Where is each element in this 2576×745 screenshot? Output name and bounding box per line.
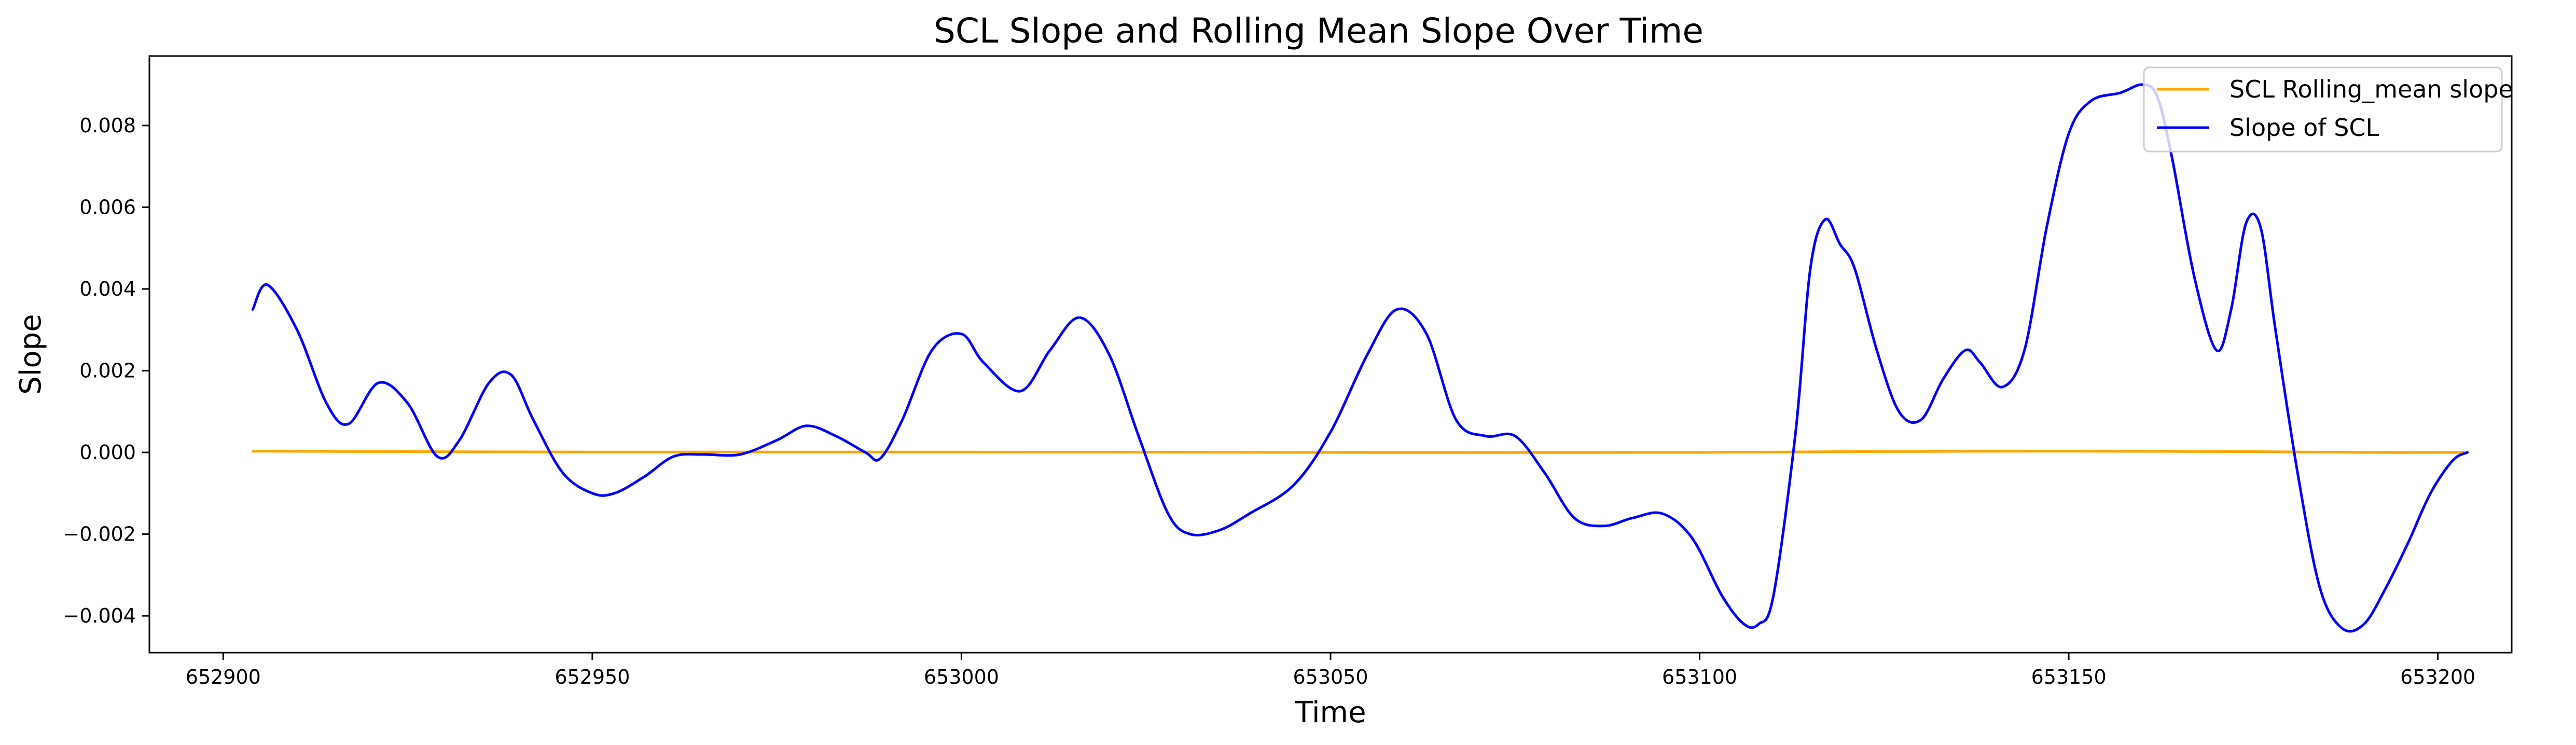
y-axis: −0.004 −0.002 0.000 0.002 0.004 0.006 0.008 bbox=[63, 114, 149, 627]
series-line-slope-of-scl bbox=[251, 83, 2469, 633]
x-axis-label: Time bbox=[1294, 696, 1366, 729]
legend-label-rolling-mean: SCL Rolling_mean slope bbox=[2229, 75, 2513, 103]
series-line-rolling-mean-slope bbox=[251, 450, 2469, 454]
x-tick-label: 652950 bbox=[555, 666, 630, 688]
x-tick-label: 652900 bbox=[186, 666, 261, 688]
plot-background bbox=[149, 56, 2512, 653]
chart-title: SCL Slope and Rolling Mean Slope Over Ti… bbox=[934, 11, 1704, 51]
y-tick-label: −0.002 bbox=[63, 523, 136, 546]
y-tick-label: 0.008 bbox=[79, 114, 136, 137]
legend-label-slope: Slope of SCL bbox=[2229, 114, 2379, 142]
x-tick-label: 653150 bbox=[2031, 666, 2107, 688]
y-tick-label: −0.004 bbox=[63, 604, 136, 627]
x-tick-label: 653100 bbox=[1662, 666, 1737, 688]
x-tick-label: 653050 bbox=[1293, 666, 1368, 688]
series-layer bbox=[251, 83, 2469, 633]
x-tick-label: 653200 bbox=[2400, 666, 2475, 688]
plot-area bbox=[148, 55, 2513, 654]
legend-box bbox=[2143, 66, 2503, 153]
legend: SCL Rolling_mean slope Slope of SCL bbox=[2143, 66, 2513, 153]
y-tick-label: 0.004 bbox=[79, 278, 136, 300]
y-tick-label: 0.006 bbox=[79, 196, 136, 218]
y-axis-label: Slope bbox=[14, 314, 48, 394]
x-tick-label: 653000 bbox=[924, 666, 999, 688]
x-axis: 652900 652950 653000 653050 653100 653150 6532… bbox=[186, 653, 2475, 688]
y-tick-label: 0.000 bbox=[79, 441, 136, 464]
y-tick-label: 0.002 bbox=[79, 360, 136, 382]
